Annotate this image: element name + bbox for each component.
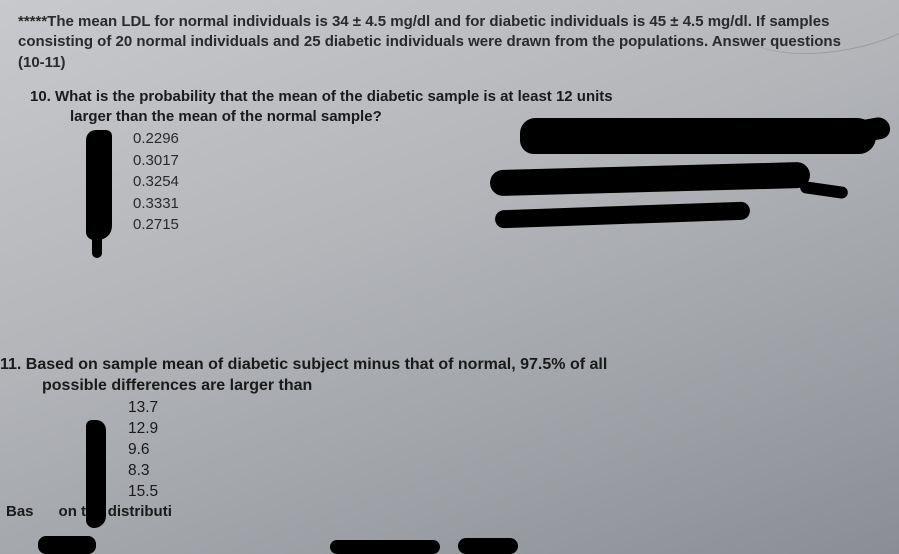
- q10-line1: 10. What is the probability that the mea…: [30, 88, 613, 105]
- redaction-mark: [458, 538, 518, 554]
- cutoff-left: Bas: [6, 503, 34, 520]
- redaction-mark: [86, 130, 112, 240]
- q11-option-b: 12.9: [128, 419, 871, 439]
- redaction-mark: [858, 116, 891, 143]
- q11-option-d: 8.3: [128, 461, 871, 481]
- q11-option-a: 13.7: [128, 398, 871, 418]
- question-11-stem: 11. Based on sample mean of diabetic sub…: [0, 355, 871, 397]
- redaction-mark: [520, 118, 876, 154]
- q11-line2: possible differences are larger than: [42, 376, 871, 397]
- q11-option-e: 15.5: [128, 482, 871, 502]
- redaction-mark: [92, 230, 102, 258]
- cutoff-text: Bas on the distributi: [6, 503, 871, 520]
- q11-line1: 11. Based on sample mean of diabetic sub…: [0, 356, 607, 373]
- redaction-mark: [86, 420, 106, 528]
- redaction-mark: [38, 536, 96, 554]
- question-11-options: 13.7 12.9 9.6 8.3 15.5: [128, 398, 871, 501]
- redaction-mark: [330, 540, 440, 554]
- q11-option-c: 9.6: [128, 440, 871, 460]
- cutoff-mid: on the distributi: [59, 503, 172, 520]
